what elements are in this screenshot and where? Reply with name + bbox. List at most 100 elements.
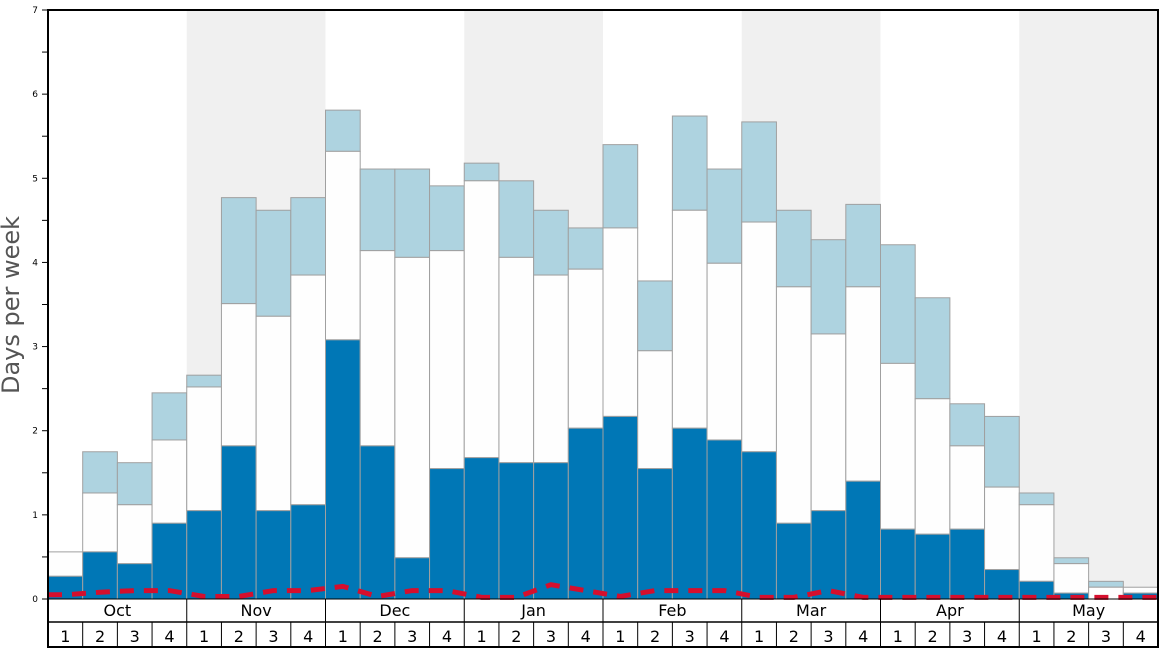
week-label: 4 xyxy=(1136,627,1146,646)
bar-light xyxy=(463,162,500,182)
bar-light xyxy=(567,227,604,270)
week-label: 2 xyxy=(927,627,937,646)
bar-light xyxy=(845,203,881,288)
month-label: Jan xyxy=(520,601,546,620)
bar-light xyxy=(220,197,257,305)
bar-white xyxy=(463,180,500,459)
bar-dark xyxy=(290,504,326,600)
bar-white xyxy=(671,209,708,429)
bar-white xyxy=(220,303,257,447)
week-label: 4 xyxy=(581,627,591,646)
week-label: 4 xyxy=(164,627,174,646)
week-label: 1 xyxy=(615,627,625,646)
bar-light xyxy=(186,374,222,388)
week-label: 3 xyxy=(130,627,140,646)
month-label: Apr xyxy=(936,601,964,620)
bar-dark xyxy=(186,510,222,600)
week-label: 1 xyxy=(60,627,70,646)
bar-light xyxy=(741,121,777,223)
bar-white xyxy=(325,150,361,341)
bar-dark xyxy=(914,533,951,600)
y-tick-label: 7 xyxy=(32,6,38,16)
bar-dark xyxy=(845,480,881,600)
week-label: 1 xyxy=(477,627,487,646)
bar-dark xyxy=(637,468,673,600)
bar-light xyxy=(359,168,396,252)
bar-white xyxy=(567,268,604,429)
bar-dark xyxy=(429,468,465,600)
week-label: 1 xyxy=(893,627,903,646)
bar-white xyxy=(984,486,1020,571)
bar-light xyxy=(255,209,292,317)
bar-light xyxy=(82,451,118,494)
week-label: 3 xyxy=(546,627,556,646)
bar-white xyxy=(810,333,847,512)
week-label: 2 xyxy=(372,627,382,646)
bar-light xyxy=(290,197,326,276)
bar-light xyxy=(775,209,812,288)
bar-white xyxy=(116,504,153,565)
bar-dark xyxy=(775,522,812,600)
bar-white xyxy=(880,362,916,530)
week-label: 1 xyxy=(1032,627,1042,646)
bar-white xyxy=(151,439,188,524)
week-label: 4 xyxy=(719,627,729,646)
bar-dark xyxy=(220,445,257,600)
bar-dark xyxy=(602,415,639,600)
bar-dark xyxy=(498,462,535,600)
bar-dark xyxy=(949,528,986,600)
bar-white xyxy=(290,274,326,506)
y-tick-label: 5 xyxy=(32,174,38,184)
bar-light xyxy=(1088,580,1124,588)
month-label: Feb xyxy=(658,601,686,620)
bar-white xyxy=(741,221,777,453)
bar-white xyxy=(775,286,812,524)
bar-dark xyxy=(810,510,847,600)
bar-light xyxy=(984,415,1020,488)
bar-light xyxy=(949,403,986,447)
bar-white xyxy=(82,492,118,553)
week-label: 3 xyxy=(685,627,695,646)
bar-white xyxy=(637,350,673,470)
week-label: 4 xyxy=(997,627,1007,646)
bar-white xyxy=(47,551,84,577)
bar-dark xyxy=(325,339,361,600)
y-tick-label: 1 xyxy=(32,511,38,521)
week-label: 1 xyxy=(754,627,764,646)
bar-dark xyxy=(151,522,188,600)
dashed-line-series xyxy=(48,582,1158,600)
bar-white xyxy=(845,286,881,482)
bar-light xyxy=(151,392,188,441)
bar-dark xyxy=(671,427,708,600)
bar-light xyxy=(671,115,708,211)
bar-dark xyxy=(255,510,292,600)
bar-white xyxy=(1053,563,1090,594)
axes: 0 1 2 3 4 5 6 7 Oct Nov Dec Jan Feb Mar Apr May 1 2 3 4 1 2 3 4… xyxy=(32,6,1159,648)
bar-light xyxy=(429,185,465,252)
bar-white xyxy=(949,445,986,530)
y-tick-label: 2 xyxy=(32,427,38,437)
bar-light xyxy=(394,168,431,258)
bar-white xyxy=(394,256,431,559)
week-label: 4 xyxy=(858,627,868,646)
week-label: 3 xyxy=(823,627,833,646)
bar-light xyxy=(880,244,916,364)
bar-dark xyxy=(359,445,396,600)
bar-light xyxy=(498,180,535,258)
week-label: 4 xyxy=(303,627,313,646)
bar-light xyxy=(810,239,847,335)
week-label: 4 xyxy=(442,627,452,646)
bar-white xyxy=(914,398,951,535)
bar-white xyxy=(602,227,639,417)
y-tick-label: 6 xyxy=(32,90,38,100)
month-label: Mar xyxy=(796,601,827,620)
bars xyxy=(47,109,1159,600)
bar-dark xyxy=(463,457,500,600)
bar-white xyxy=(706,262,743,441)
bar-white xyxy=(429,250,465,470)
bar-dark xyxy=(984,569,1020,600)
bar-dark xyxy=(706,439,743,600)
week-label: 1 xyxy=(338,627,348,646)
week-label: 2 xyxy=(511,627,521,646)
month-label: May xyxy=(1072,601,1105,620)
